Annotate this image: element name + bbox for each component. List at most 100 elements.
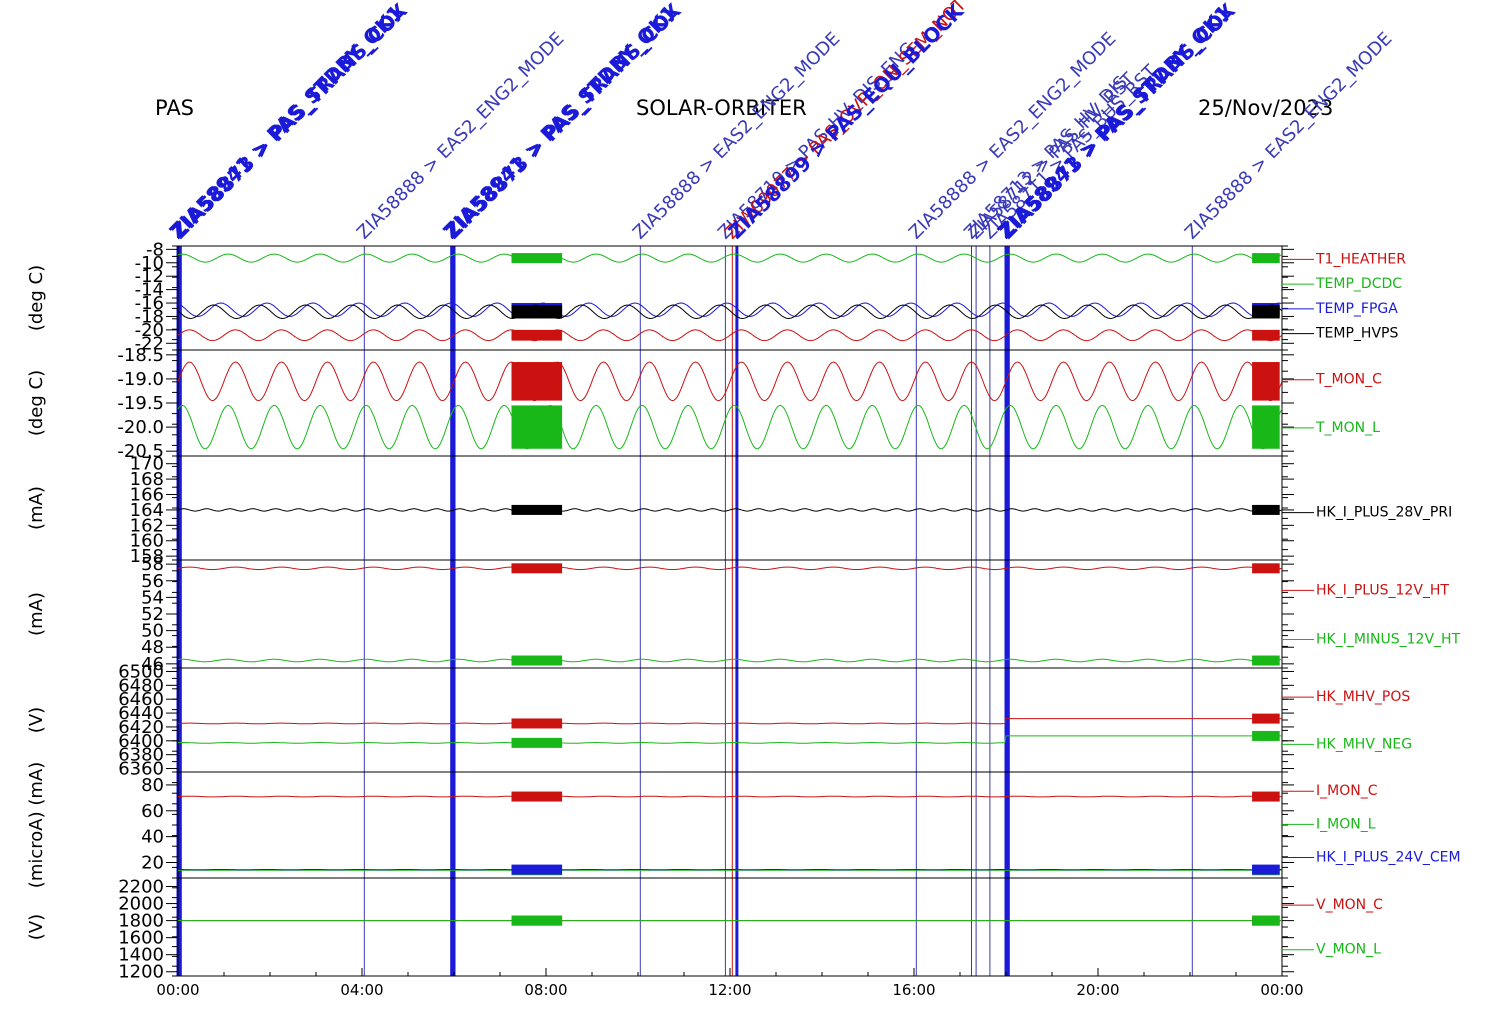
y-tick-label: -14: [135, 280, 164, 301]
series-burst: [1252, 504, 1280, 515]
series-burst: [511, 655, 563, 666]
y-tick-label: 170: [130, 454, 164, 475]
series-label: T1_HEATHER: [1315, 251, 1406, 267]
series-line-T_MON_C: [177, 361, 1283, 402]
y-tick-label: -20: [135, 320, 164, 341]
panel-1: -8-10-12-14-16-18-20-22 (deg C) T1_HEATHER…: [26, 239, 1406, 354]
x-tick-label: 00:00: [1260, 981, 1303, 999]
header-center-label: SOLAR-ORBITER: [636, 96, 807, 120]
y-axis-label: (mA): [26, 592, 47, 636]
series-burst: [511, 915, 563, 926]
series-burst: [511, 253, 563, 264]
y-tick-label: 40: [141, 827, 164, 848]
y-tick-label: 6400: [118, 731, 164, 752]
panel-frame: [177, 455, 1283, 561]
series-burst: [511, 504, 563, 515]
series-burst: [1252, 713, 1280, 724]
y-tick-label: 46: [141, 654, 164, 675]
series-burst: [1252, 253, 1280, 264]
y-tick-label: 1400: [118, 945, 164, 966]
y-tick-label: 164: [130, 500, 164, 521]
y-tick-label: -20.5: [117, 441, 164, 462]
series-label: T_MON_L: [1315, 420, 1380, 436]
series-burst: [511, 718, 563, 729]
series-line-HK_I_MINUS_12V_HT: [177, 658, 1283, 663]
series-line-HK_I_PLUS_12V_HT: [177, 566, 1283, 571]
x-tick-label: 00:00: [156, 981, 199, 999]
series-label: T_MON_C: [1315, 372, 1382, 388]
series-burst: [1252, 655, 1280, 666]
y-tick-label: 158: [130, 546, 164, 567]
series-burst: [1252, 791, 1280, 802]
series-burst: [1252, 563, 1280, 574]
y-tick-label: 54: [141, 587, 164, 608]
y-tick-label: 6360: [118, 759, 164, 780]
y-tick-label: 6420: [118, 717, 164, 738]
panel-6: 80 60 40 20 (microA) (mA) I_MON_C I_MON_L HK_I_…: [26, 762, 1461, 888]
panel-frame: [177, 667, 1283, 773]
series-line-I_MON_C: [177, 795, 1282, 798]
y-tick-label: 20: [141, 852, 164, 873]
panel-frame: [177, 559, 1283, 669]
series-line-HK_I_PLUS_28V_PRI: [177, 508, 1283, 512]
y-tick-label: 52: [141, 604, 164, 625]
y-tick-label: 50: [141, 621, 164, 642]
x-tick-label: 16:00: [892, 981, 935, 999]
event-marker-label: ZIA58888 > EAS2_ENG2_MODE: [1181, 28, 1396, 243]
header-left-label: PAS: [155, 96, 195, 120]
panel-frame: [177, 349, 1283, 457]
series-burst: [1252, 305, 1280, 319]
x-tick-label: 04:00: [340, 981, 383, 999]
y-tick-label: 80: [141, 775, 164, 796]
y-tick-label: 6500: [118, 661, 164, 682]
series-label: TEMP_HVPS: [1315, 326, 1398, 342]
y-tick-label: -19.0: [117, 369, 164, 390]
panel-frame: [177, 771, 1283, 879]
x-tick-label: 12:00: [708, 981, 751, 999]
y-tick-label: -19.5: [117, 393, 164, 414]
series-burst: [1252, 329, 1280, 341]
series-label: HK_MHV_POS: [1316, 689, 1410, 705]
series-burst: [1252, 405, 1280, 449]
y-axis-label: (deg C): [26, 265, 47, 331]
series-burst: [511, 329, 563, 341]
y-tick-label: 2000: [118, 894, 164, 915]
series-label: HK_I_PLUS_24V_CEM: [1316, 849, 1461, 865]
panel-frame: [177, 877, 1283, 977]
series-label: V_MON_L: [1316, 942, 1381, 958]
series-burst: [511, 864, 563, 875]
y-axis-label: (mA): [26, 486, 47, 530]
series-label: I_MON_C: [1316, 783, 1378, 799]
y-axis-label: (microA) (mA): [26, 762, 47, 888]
y-tick-label: 6440: [118, 703, 164, 724]
y-tick-label: 1600: [118, 928, 164, 949]
y-tick-label: -18.5: [117, 345, 164, 366]
y-tick-label: 1800: [118, 911, 164, 932]
y-tick-label: 48: [141, 637, 164, 658]
y-axis-label: (deg C): [26, 370, 47, 436]
series-label: HK_I_MINUS_12V_HT: [1316, 631, 1461, 647]
series-burst: [511, 405, 563, 449]
y-tick-label: -8: [146, 239, 164, 260]
series-label: HK_I_PLUS_12V_HT: [1316, 582, 1449, 598]
y-tick-label: 168: [130, 469, 164, 490]
y-tick-label: 2200: [118, 877, 164, 898]
x-tick-label: 08:00: [524, 981, 567, 999]
series-burst: [1252, 362, 1280, 401]
y-tick-label: 162: [130, 515, 164, 536]
y-tick-label: 6380: [118, 745, 164, 766]
series-burst: [1252, 864, 1280, 875]
series-line-TEMP_HVPS: [177, 304, 1283, 320]
series-label: HK_I_PLUS_28V_PRI: [1316, 505, 1452, 521]
y-tick-label: -18: [135, 306, 164, 327]
header-right-label: 25/Nov/2023: [1198, 96, 1334, 120]
series-line-T_MON_L: [177, 404, 1283, 450]
y-tick-label: 58: [141, 554, 164, 575]
series-burst: [511, 563, 563, 574]
series-label: TEMP_FPGA: [1315, 301, 1398, 317]
y-tick-label: 56: [141, 571, 164, 592]
series-burst: [1252, 915, 1280, 926]
